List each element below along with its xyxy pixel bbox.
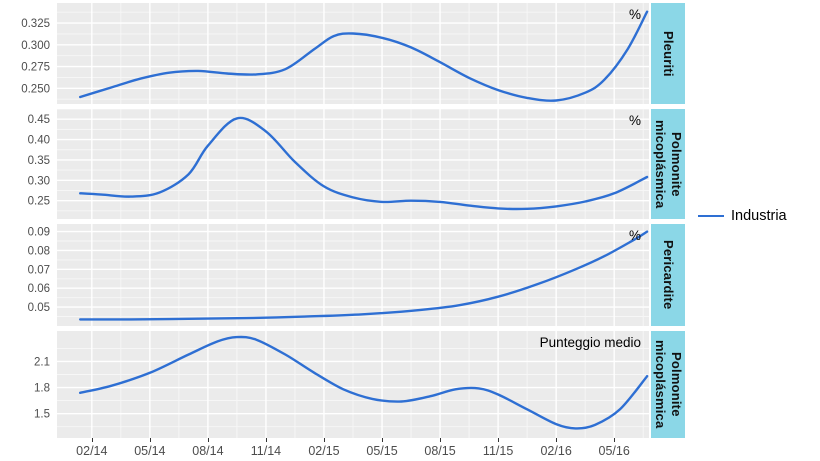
y-tick-label: 0.45	[28, 114, 50, 126]
panel-annotation: %	[629, 113, 641, 128]
x-axis: 02/14 05/14 08/14 11/14 02/15 05/15 08/15 11/15…	[0, 438, 700, 460]
y-tick-label: 2.1	[34, 356, 50, 368]
x-tick-label: 05/16	[598, 444, 630, 458]
facet-strip-label: Polmonite micoplásmica	[653, 119, 684, 209]
y-tick-label: 1.8	[34, 383, 50, 395]
y-tick-label: 1.5	[34, 409, 50, 421]
x-tick-mark	[556, 438, 558, 442]
series-line-industria	[79, 230, 649, 321]
y-tick-label: 0.250	[21, 83, 50, 95]
series-line-industria	[79, 116, 649, 211]
series-line-industria	[79, 335, 649, 430]
x-tick-label: 11/15	[482, 444, 514, 458]
facet-strip-label: Polmonite micoplásmica	[653, 340, 684, 429]
x-tick-mark	[614, 438, 616, 442]
x-tick-label: 02/16	[540, 444, 572, 458]
x-tick-label: 08/14	[192, 444, 224, 458]
facet-row: 1.5 1.8 2.1 Punteggio medio Polmonite micopl…	[0, 331, 685, 438]
x-tick-label: 02/15	[308, 444, 340, 458]
facet-panel: 0.25 0.30 0.35 0.40 0.45%	[28, 109, 649, 219]
x-tick-mark	[382, 438, 384, 442]
x-tick-mark	[207, 438, 209, 442]
x-tick-mark	[265, 438, 267, 442]
facet-row: 0.25 0.30 0.35 0.40 0.45% Polmonite micoplásm…	[0, 109, 685, 219]
y-tick-label: 0.275	[21, 62, 50, 74]
y-tick-label: 0.08	[28, 245, 50, 257]
x-tick-label: 02/14	[76, 444, 108, 458]
y-tick-label: 0.05	[28, 302, 50, 314]
series-line-industria	[79, 10, 649, 102]
x-tick-mark	[149, 438, 151, 442]
x-tick-label: 08/15	[424, 444, 456, 458]
facet-row: 0.250 0.275 0.300 0.325% Pleuriti	[0, 3, 685, 104]
y-tick-label: 0.30	[28, 175, 50, 187]
facet-row: 0.05 0.06 0.07 0.08 0.09% Pericardite	[0, 224, 685, 326]
legend-line-sample	[698, 215, 724, 217]
legend: Industria	[698, 208, 787, 224]
facet-strip: Polmonite micoplásmica	[651, 109, 685, 219]
y-tick-label: 0.40	[28, 135, 50, 147]
x-tick-mark	[440, 438, 442, 442]
x-tick-label: 05/14	[134, 444, 166, 458]
x-tick-mark	[323, 438, 325, 442]
panel-annotation: Punteggio medio	[540, 335, 641, 350]
x-tick-label: 11/14	[250, 444, 282, 458]
y-tick-label: 0.07	[28, 264, 50, 276]
panel-annotation: %	[629, 228, 641, 243]
facet-strip-label: Pericardite	[661, 240, 676, 310]
y-tick-label: 0.35	[28, 155, 50, 167]
y-tick-label: 0.06	[28, 283, 50, 295]
y-tick-label: 0.09	[28, 227, 50, 239]
x-tick-mark	[498, 438, 500, 442]
x-tick-mark	[91, 438, 93, 442]
facet-panel: 1.5 1.8 2.1 Punteggio medio	[34, 331, 649, 438]
facet-strip: Pleuriti	[651, 3, 685, 104]
facet-rows: 0.250 0.275 0.300 0.325% Pleuriti 0.25 0.30 0.3…	[0, 3, 685, 443]
facet-panel: 0.250 0.275 0.300 0.325%	[21, 3, 649, 104]
panel-annotation: %	[629, 7, 641, 22]
y-tick-label: 0.25	[28, 196, 50, 208]
facet-strip: Polmonite micoplásmica	[651, 331, 685, 438]
x-tick-label: 05/15	[366, 444, 398, 458]
legend-label: Industria	[731, 208, 787, 224]
facet-panel: 0.05 0.06 0.07 0.08 0.09%	[28, 224, 649, 326]
y-tick-label: 0.300	[21, 40, 50, 52]
y-tick-label: 0.325	[21, 18, 50, 30]
facet-strip-label: Pleuriti	[661, 30, 676, 77]
facet-strip: Pericardite	[651, 224, 685, 326]
